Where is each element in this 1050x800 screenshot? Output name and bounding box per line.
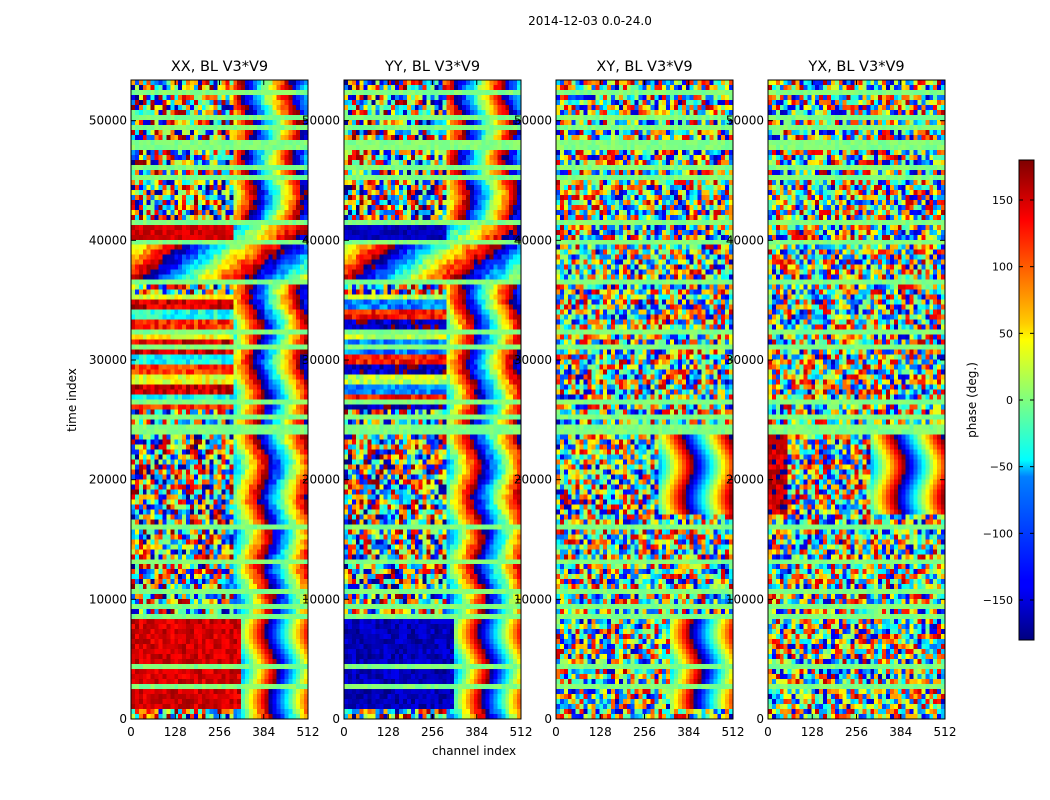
panel-title-yx: YX, BL V3*V9 [808, 59, 905, 75]
y-tick-label: 0 [544, 712, 552, 726]
y-tick-label: 10000 [302, 592, 340, 606]
y-tick-label: 40000 [89, 233, 127, 247]
y-tick-label: 50000 [726, 114, 764, 128]
heatmap-image-yx [768, 80, 945, 719]
heatmap-xx [131, 80, 308, 719]
colorbar-tick-label: 0 [1006, 394, 1013, 407]
y-tick-label: 0 [119, 712, 127, 726]
colorbar-tick-label: 100 [992, 261, 1013, 274]
colorbar-tick-label: −100 [983, 527, 1013, 540]
y-tick-label: 30000 [89, 353, 127, 367]
y-tick-label: 40000 [302, 233, 340, 247]
y-tick-label: 50000 [514, 114, 552, 128]
y-tick-label: 30000 [514, 353, 552, 367]
heatmap-image-xx [131, 80, 308, 719]
heatmap-yx [768, 80, 945, 719]
x-tick-label: 512 [510, 725, 533, 739]
y-tick-label: 30000 [302, 353, 340, 367]
y-tick-label: 20000 [89, 473, 127, 487]
colorbar-tick-label: 150 [992, 194, 1013, 207]
y-tick-label: 20000 [726, 473, 764, 487]
x-tick-label: 256 [208, 725, 231, 739]
y-tick-label: 40000 [514, 233, 552, 247]
x-tick-label: 512 [934, 725, 957, 739]
colorbar-tick-label: 50 [999, 327, 1013, 340]
heatmap-yy [344, 80, 521, 719]
x-tick-label: 0 [127, 725, 135, 739]
x-tick-label: 128 [377, 725, 400, 739]
heatmap-image-xy [556, 80, 733, 719]
x-tick-label: 0 [552, 725, 560, 739]
heatmap-xy [556, 80, 733, 719]
x-tick-label: 512 [722, 725, 745, 739]
y-tick-label: 30000 [726, 353, 764, 367]
panel-title-xy: XY, BL V3*V9 [596, 59, 693, 75]
x-tick-label: 128 [589, 725, 612, 739]
y-tick-label: 20000 [514, 473, 552, 487]
chart-suptitle: 2014-12-03 0.0-24.0 [528, 14, 652, 28]
x-tick-label: 128 [801, 725, 824, 739]
y-tick-label: 10000 [514, 592, 552, 606]
x-tick-label: 384 [465, 725, 488, 739]
x-tick-label: 128 [164, 725, 187, 739]
y-tick-label: 40000 [726, 233, 764, 247]
panel-title-xx: XX, BL V3*V9 [170, 59, 269, 75]
x-tick-label: 384 [252, 725, 275, 739]
x-tick-label: 256 [421, 725, 444, 739]
x-tick-label: 256 [633, 725, 656, 739]
x-tick-label: 0 [340, 725, 348, 739]
x-axis-label: channel index [432, 744, 517, 758]
y-tick-label: 10000 [726, 592, 764, 606]
y-tick-label: 20000 [302, 473, 340, 487]
colorbar-tick-label: −150 [983, 594, 1013, 607]
y-tick-label: 50000 [302, 114, 340, 128]
x-tick-label: 384 [677, 725, 700, 739]
y-tick-label: 0 [332, 712, 340, 726]
y-tick-label: 0 [756, 712, 764, 726]
x-tick-label: 0 [764, 725, 772, 739]
y-tick-label: 10000 [89, 592, 127, 606]
x-tick-label: 384 [889, 725, 912, 739]
x-tick-label: 256 [845, 725, 868, 739]
heatmap-image-yy [344, 80, 521, 719]
colorbar-tick-label: −50 [990, 461, 1013, 474]
y-tick-label: 50000 [89, 114, 127, 128]
x-tick-label: 512 [297, 725, 320, 739]
panel-title-yy: YY, BL V3*V9 [384, 59, 481, 75]
